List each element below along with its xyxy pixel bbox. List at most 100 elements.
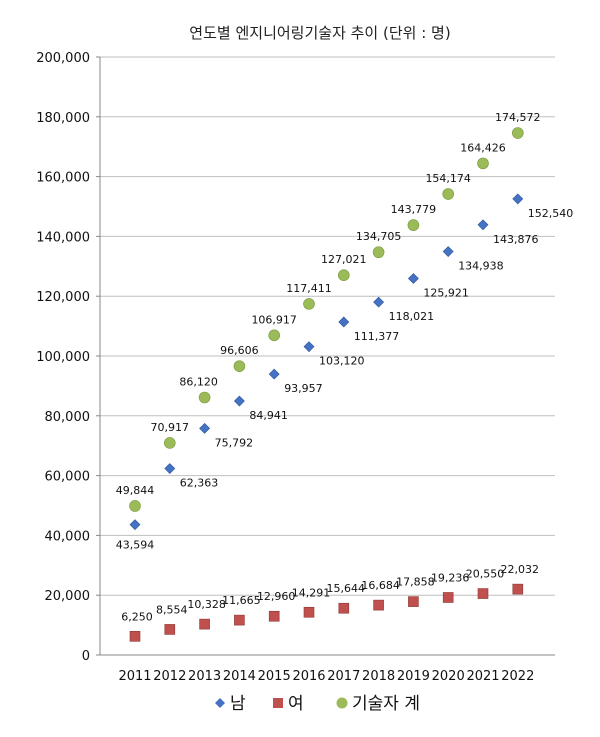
female-data-label: 19,236 [431,571,470,584]
y-tick-label: 120,000 [36,290,90,305]
female-data-label: 17,858 [396,576,435,589]
female-data-point [442,592,454,603]
male-data-label: 152,540 [528,207,574,220]
female-data-point [477,588,489,599]
y-tick-label: 100,000 [36,350,90,365]
female-data-point [268,610,280,622]
female-data-point [512,583,524,595]
male-data-label: 93,957 [284,382,323,395]
female-data-point [408,596,419,607]
male-data-label: 75,792 [215,436,254,449]
legend-item-total[interactable]: 기술자 계 [336,694,420,714]
total-data-label: 154,174 [425,172,471,185]
total-data-point [303,298,315,310]
total-data-label: 49,844 [116,484,155,497]
female-data-label: 20,550 [466,568,505,581]
female-data-label: 10,328 [187,598,226,611]
male-data-label: 103,120 [319,355,365,368]
female-data-point [234,614,245,626]
male-data-point [477,219,489,231]
female-data-point [338,602,350,614]
total-data-label: 127,021 [321,253,367,266]
x-tick-label: 2019 [397,669,430,684]
y-tick-label: 200,000 [36,51,90,66]
female-data-point [129,631,141,642]
legend-circle-icon [336,697,348,709]
axis-layer: 0 20,000 40,000 60,000 80,000 100,000 120,000 1… [36,51,555,684]
male-data-point [199,422,211,434]
legend-label: 여 [288,694,304,714]
y-tick-label: 0 [82,649,90,664]
x-tick-label: 2012 [153,669,186,684]
y-tick-label: 80,000 [45,410,91,425]
x-tick-label: 2013 [188,669,221,684]
marks-layer [129,127,524,642]
female-data-label: 12,960 [257,590,296,603]
total-data-point [442,188,455,200]
grid-layer [100,56,555,656]
total-data-point [198,391,211,404]
male-data-label: 143,876 [493,233,539,246]
total-data-label: 86,120 [179,376,218,389]
total-data-label: 164,426 [460,141,506,154]
x-tick-label: 2022 [501,669,534,684]
female-data-label: 11,665 [222,594,261,607]
male-data-point [233,395,245,407]
x-tick-label: 2017 [327,669,360,684]
total-data-label: 117,411 [286,282,332,295]
male-data-point [129,519,141,531]
legend-square-icon [273,698,283,708]
y-tick-label: 20,000 [45,589,91,604]
y-tick-label: 180,000 [36,111,90,126]
legend-item-male[interactable]: 남 [215,694,246,714]
male-data-label: 111,377 [354,330,400,343]
legend-item-female[interactable]: 여 [273,694,304,714]
y-tick-label: 140,000 [36,230,90,245]
x-tick-label: 2020 [432,669,465,684]
female-data-label: 15,644 [327,582,366,595]
total-data-point [477,157,489,170]
x-tick-label: 2015 [258,669,291,684]
total-data-point [164,437,176,449]
total-data-point [233,360,246,372]
total-data-point [268,329,281,342]
data-labels-layer: 43,594 62,363 75,792 84,941 93,957 103,120 111… [116,111,574,623]
chart-title: 연도별 엔지니어링기술자 추이 (단위 : 명) [189,24,450,42]
total-data-point [337,269,350,282]
male-data-point [164,463,176,474]
x-tick-label: 2014 [223,669,256,684]
female-data-point [164,624,176,635]
x-tick-label: 2021 [466,669,499,684]
male-data-label: 118,021 [389,310,435,323]
x-tick-label: 2018 [362,669,395,684]
female-data-point [199,618,210,630]
legend-label: 남 [230,694,246,714]
total-data-point [372,246,385,259]
female-data-label: 16,684 [361,579,400,592]
x-tick-label: 2011 [118,669,151,684]
total-data-point [511,127,524,139]
male-data-point [512,193,524,205]
male-data-point [407,273,419,284]
male-data-point [373,296,385,308]
total-data-label: 96,606 [220,344,259,357]
total-data-label: 134,705 [356,230,402,243]
male-data-label: 84,941 [249,409,288,422]
female-data-label: 8,554 [156,603,188,616]
male-data-label: 125,921 [423,286,469,299]
female-data-label: 14,291 [292,586,331,599]
female-data-point [373,599,384,611]
female-data-label: 6,250 [121,610,153,623]
legend[interactable]: 남 여 기술자 계 [215,694,420,714]
total-data-label: 70,917 [151,421,190,434]
male-data-point [338,316,350,328]
total-data-point [129,500,141,512]
male-data-label: 62,363 [180,477,219,490]
y-tick-label: 160,000 [36,171,90,186]
female-data-point [303,606,315,618]
total-data-point [407,219,420,231]
y-tick-label: 40,000 [45,529,91,544]
male-data-label: 134,938 [458,260,504,273]
